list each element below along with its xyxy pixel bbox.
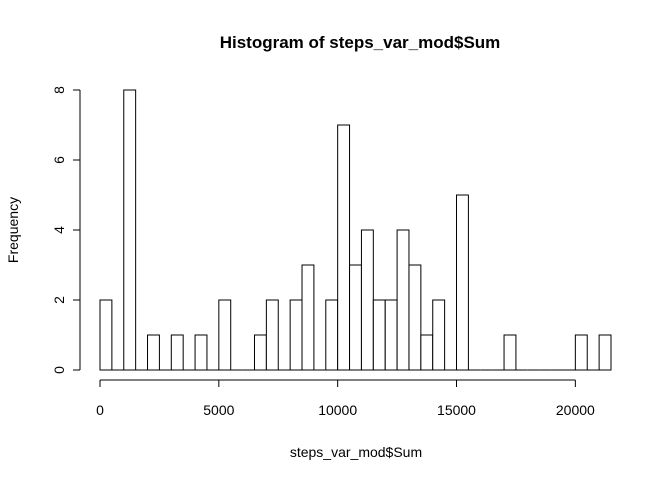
y-tick-label: 4 <box>51 226 67 234</box>
y-tick-label: 0 <box>51 366 67 374</box>
histogram-bar <box>409 265 421 370</box>
x-axis-label: steps_var_mod$Sum <box>290 444 422 460</box>
y-tick-label: 2 <box>51 296 67 304</box>
y-axis-label: Frequency <box>5 197 21 263</box>
x-tick-label: 0 <box>96 402 104 418</box>
histogram-bar <box>350 265 362 370</box>
histogram-bar <box>100 300 112 370</box>
histogram-bar <box>302 265 314 370</box>
histogram-bar <box>599 335 611 370</box>
histogram-bar <box>148 335 160 370</box>
histogram-bar <box>195 335 207 370</box>
bars-group <box>100 90 611 370</box>
histogram-bar <box>254 335 266 370</box>
histogram-bar <box>219 300 231 370</box>
histogram-bar <box>338 125 350 370</box>
x-tick-label: 20000 <box>556 402 595 418</box>
histogram-bar <box>290 300 302 370</box>
y-tick-label: 6 <box>51 156 67 164</box>
histogram-bar <box>361 230 373 370</box>
histogram-bar <box>326 300 338 370</box>
histogram-bar <box>266 300 278 370</box>
histogram-bar <box>171 335 183 370</box>
y-axis: 0 2 4 6 8 <box>51 86 80 374</box>
histogram-bar <box>385 300 397 370</box>
histogram-bar <box>373 300 385 370</box>
histogram-bar <box>397 230 409 370</box>
y-tick-label: 8 <box>51 86 67 94</box>
histogram-bar <box>421 335 433 370</box>
histogram-bar <box>433 300 445 370</box>
histogram-bar <box>575 335 587 370</box>
x-tick-label: 10000 <box>318 402 357 418</box>
x-tick-label: 5000 <box>203 402 234 418</box>
histogram-bar <box>504 335 516 370</box>
histogram-bar <box>124 90 136 370</box>
chart-title: Histogram of steps_var_mod$Sum <box>220 33 501 52</box>
histogram-bar <box>457 195 469 370</box>
x-tick-label: 15000 <box>437 402 476 418</box>
x-axis: 0 5000 10000 15000 20000 <box>96 380 595 418</box>
